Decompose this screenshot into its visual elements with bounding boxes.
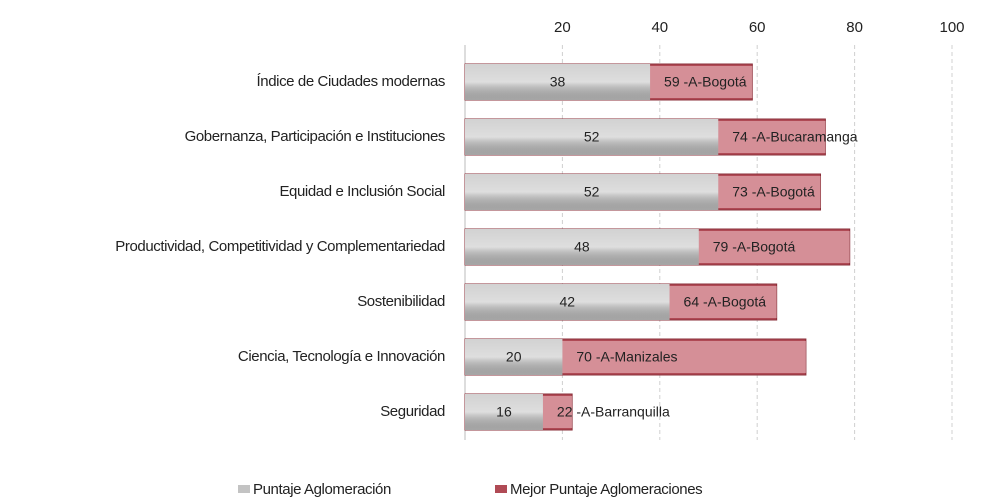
best-label: 64 -A-Bogotá [684, 294, 767, 310]
x-tick-label: 60 [749, 19, 766, 36]
category-label: Seguridad [380, 403, 445, 420]
score-label: 20 [506, 349, 522, 365]
category-label: Sostenibilidad [357, 293, 445, 310]
score-label: 16 [496, 404, 512, 420]
x-tick-label: 80 [846, 19, 863, 36]
score-label: 52 [584, 184, 600, 200]
score-bar-shade [465, 394, 543, 430]
legend-swatch [238, 485, 250, 493]
x-tick-label: 100 [939, 19, 964, 36]
score-label: 52 [584, 129, 600, 145]
best-label: 73 -A-Bogotá [732, 184, 815, 200]
score-label: 42 [559, 294, 575, 310]
best-label: 79 -A-Bogotá [713, 239, 796, 255]
score-bar-shade [465, 339, 563, 375]
best-label: 59 -A-Bogotá [664, 74, 747, 90]
legend-label: Mejor Puntaje Aglomeraciones [510, 481, 702, 498]
score-label: 38 [550, 74, 566, 90]
x-tick-label: 40 [651, 19, 668, 36]
best-label: 22 -A-Barranquilla [557, 404, 670, 420]
category-label: Productividad, Competitividad y Compleme… [115, 238, 445, 255]
category-label: Equidad e Inclusión Social [279, 183, 445, 200]
score-bar-shade [465, 119, 719, 155]
score-bar-shade [465, 284, 670, 320]
best-label: 74 -A-Bucaramanga [732, 129, 858, 145]
category-label: Gobernanza, Participación e Institucione… [185, 128, 445, 145]
best-label: 70 -A-Manizales [576, 349, 677, 365]
legend-label: Puntaje Aglomeración [253, 481, 391, 498]
score-bar-shade [465, 64, 651, 100]
score-label: 48 [574, 239, 590, 255]
category-label: Índice de Ciudades modernas [257, 73, 446, 90]
score-bar-shade [465, 174, 719, 210]
score-bar-shade [465, 229, 699, 265]
legend-swatch [495, 485, 507, 493]
category-label: Ciencia, Tecnología e Innovación [238, 348, 445, 365]
x-tick-label: 20 [554, 19, 571, 36]
